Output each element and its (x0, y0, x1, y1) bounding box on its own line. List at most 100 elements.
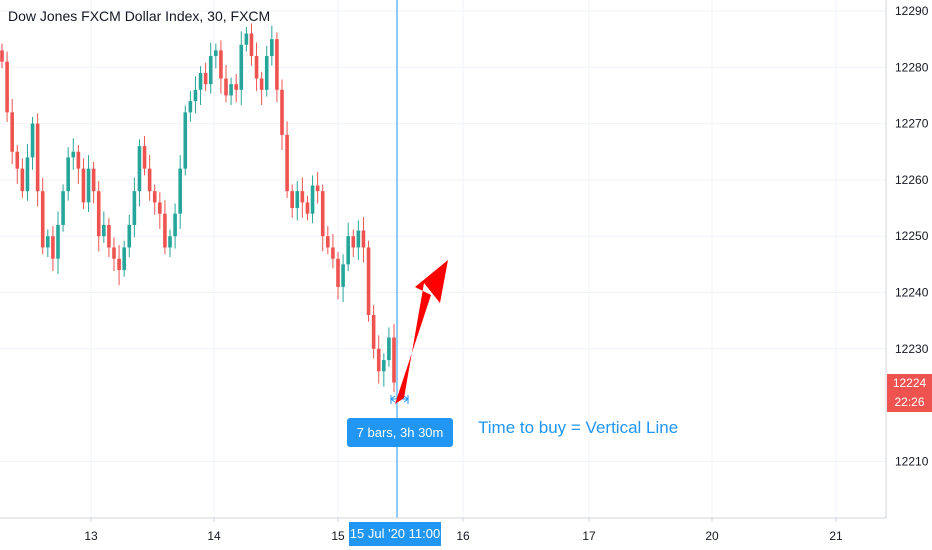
time-tick-label: 16 (456, 529, 470, 543)
candle-body (193, 89, 198, 102)
candle-body (147, 168, 152, 192)
candle-body (259, 78, 264, 90)
price-axis[interactable]: 12210 12230 12240 12250 12260 12270 12280 12290 (895, 4, 929, 468)
candle-body (15, 151, 20, 169)
candle-body (310, 185, 315, 214)
candle-body (244, 33, 249, 45)
candlestick-series (0, 23, 396, 393)
candle-body (61, 191, 65, 225)
candle-body (371, 315, 376, 349)
candle-body (5, 61, 9, 113)
candle-body (229, 84, 233, 96)
candle-body (331, 247, 335, 259)
candle-body (142, 146, 147, 169)
candle-body (46, 236, 50, 248)
candle-body (280, 89, 284, 135)
candle-body (249, 33, 254, 57)
candle-body (102, 224, 106, 237)
candle-body (178, 168, 182, 214)
candle-body (25, 157, 30, 192)
candle-body (81, 168, 86, 203)
price-tick-label: 12250 (895, 229, 929, 243)
red-arrow (395, 260, 448, 404)
candle-body (382, 360, 386, 372)
time-axis[interactable]: 13 14 15 16 17 20 21 (84, 518, 843, 543)
candle-body (112, 247, 116, 259)
candle-body (270, 39, 274, 57)
candle-body (203, 72, 208, 85)
time-tick-label: 15 (331, 529, 345, 543)
candle-body (254, 56, 259, 79)
candle-body (392, 337, 396, 383)
candle-body (158, 202, 162, 214)
price-tick-label: 12230 (895, 342, 929, 356)
time-tick-label: 13 (84, 529, 98, 543)
candle-body (198, 72, 203, 90)
candle-body (107, 224, 111, 248)
candle-body (239, 44, 244, 90)
candle-body (96, 191, 101, 237)
candle-body (183, 112, 188, 169)
candle-body (0, 50, 4, 62)
candle-body (208, 56, 213, 85)
candle-body (132, 191, 137, 225)
candle-body (51, 236, 55, 259)
candle-body (122, 247, 126, 270)
candle-body (320, 191, 325, 237)
candle-body (264, 56, 269, 90)
candle-body (305, 202, 310, 214)
candle-body (10, 112, 14, 152)
candle-body (71, 151, 76, 158)
candle-body (341, 264, 345, 287)
time-tick-label: 20 (705, 529, 719, 543)
time-tick-label: 21 (829, 529, 843, 543)
candle-body (76, 151, 81, 169)
time-tick-label: 14 (207, 529, 221, 543)
candle-body (290, 191, 294, 209)
candle-body (20, 168, 25, 192)
price-tick-label: 12260 (895, 173, 929, 187)
price-tick-label: 12290 (895, 4, 929, 18)
candle-body (376, 348, 381, 372)
measure-range (390, 395, 409, 404)
candle-body (163, 213, 167, 248)
candle-body (336, 258, 340, 287)
candle-body (30, 123, 35, 158)
price-tick-label: 12240 (895, 286, 929, 300)
candle-body (295, 191, 300, 209)
candle-body (152, 191, 157, 203)
candle-body (285, 134, 289, 192)
price-tick-label: 12280 (895, 60, 929, 74)
candle-body (275, 39, 279, 90)
candle-body (40, 191, 45, 248)
candle-body (315, 185, 320, 192)
candle-body (351, 236, 356, 248)
candle-body (219, 50, 223, 79)
candle-body (117, 258, 121, 270)
chart-grid (0, 0, 886, 518)
candle-body (346, 236, 350, 265)
annotation-text: Time to buy = Vertical Line (478, 418, 679, 437)
candle-body (188, 101, 193, 113)
candle-body (366, 247, 371, 316)
candle-body (137, 146, 142, 192)
candle-body (234, 84, 238, 90)
cursor-time-label: 15 Jul '20 11:00 (349, 522, 441, 546)
price-tick-label: 12210 (895, 454, 929, 468)
candle-body (86, 168, 91, 203)
measure-label: 7 bars, 3h 30m (347, 418, 453, 447)
candle-body (56, 224, 60, 259)
candle-body (387, 337, 391, 361)
candle-body (127, 224, 132, 248)
candle-body (91, 168, 96, 192)
candle-body (168, 236, 172, 248)
candle-body (173, 213, 177, 237)
price-tick-label: 12270 (895, 117, 929, 131)
candle-body (35, 123, 40, 192)
time-tick-label: 17 (582, 529, 596, 543)
countdown-tag: 22:26 (887, 393, 932, 412)
last-price-tag: 12224 (887, 374, 932, 393)
candle-body (326, 236, 330, 248)
chart-title: Dow Jones FXCM Dollar Index, 30, FXCM (8, 8, 271, 24)
